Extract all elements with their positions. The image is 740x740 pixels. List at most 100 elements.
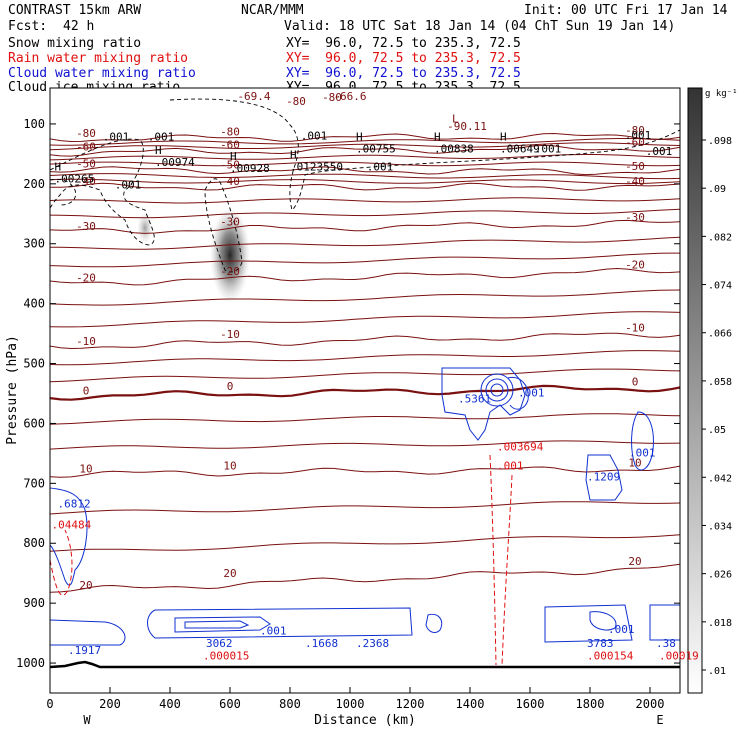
- isotherm-label: -60: [625, 136, 645, 149]
- rain-max-label: .000015: [203, 649, 249, 662]
- isotherm-label: -20: [625, 259, 645, 272]
- x-tick-label: 400: [159, 697, 181, 711]
- isotherm: [50, 534, 680, 552]
- cloud-water-max-label: .001: [518, 386, 545, 399]
- x-tick-label: 1000: [336, 697, 365, 711]
- colorbar-tick-label: .034: [708, 521, 732, 532]
- isotherm-label: 20: [628, 555, 641, 568]
- field-xy-rain: XY= 96.0, 72.5 to 235.3, 72.5: [286, 51, 521, 66]
- isotherm-label: -10: [76, 335, 96, 348]
- isotherm: [50, 311, 680, 328]
- x-tick-label: 1800: [576, 697, 605, 711]
- rain-max-label: .001: [497, 460, 524, 473]
- colorbar-tick-label: .098: [708, 136, 732, 147]
- colorbar-tick-label: .05: [708, 425, 726, 436]
- isotherm: [50, 161, 680, 167]
- isotherm: [50, 563, 680, 593]
- colorbar-tick-label: .09: [708, 184, 726, 195]
- field-xy-cloud-water: XY= 96.0, 72.5 to 235.3, 72.5: [286, 66, 521, 81]
- rain-max-label: .000154: [587, 649, 634, 662]
- ice-contour-core: [204, 178, 243, 273]
- x-axis-west-label: W: [83, 713, 91, 727]
- cloud-water-max-label: .1668: [305, 637, 338, 650]
- isotherm: [50, 368, 680, 383]
- y-tick-label: 600: [23, 416, 45, 430]
- isotherm-label: -80: [220, 125, 240, 138]
- rain-max-label: .04484: [52, 518, 92, 531]
- isotherm: [50, 267, 680, 286]
- isotherm: [50, 138, 680, 146]
- field-name-snow: Snow mixing ratio: [8, 36, 142, 51]
- x-axis: 0 200 400 600 800 1000 1200 1400 1600 1800 2000: [46, 687, 664, 711]
- cloud-water-max-label: .001: [608, 623, 635, 636]
- snow-max-label: .00928: [230, 162, 270, 175]
- isotherm-label: -60: [76, 141, 96, 154]
- upper-temp-label: -80: [286, 95, 306, 108]
- x-axis-label: Distance (km): [314, 713, 416, 728]
- center-label: NCAR/MMM: [241, 3, 304, 18]
- isotherm: [50, 178, 680, 185]
- isotherm-label: -30: [76, 220, 96, 233]
- colorbar-tick-label: .058: [708, 377, 732, 388]
- x-tick-label: 2000: [636, 697, 665, 711]
- isotherm: [50, 332, 680, 350]
- ice-contour-label: .001: [535, 143, 562, 156]
- isotherm-label: -50: [220, 159, 240, 172]
- isotherm: [50, 182, 680, 191]
- isotherm-label: 20: [223, 567, 236, 580]
- colorbar-tick-label: .066: [708, 329, 732, 340]
- snow-h-marker: H: [155, 144, 162, 157]
- y-tick-label: 100: [23, 117, 45, 131]
- rain-max-label: .00019: [659, 649, 699, 662]
- cloud-water-max-label: 3783: [587, 637, 614, 650]
- isotherm-label: -40: [220, 175, 240, 188]
- y-tick-label: 900: [23, 596, 45, 610]
- colorbar-tick-label: .01: [708, 666, 726, 677]
- upper-temp-label: -66.6: [333, 90, 366, 103]
- x-tick-label: 200: [99, 697, 121, 711]
- x-tick-label: 1400: [456, 697, 485, 711]
- isotherm: [50, 219, 680, 234]
- x-axis-east-label: E: [656, 713, 663, 727]
- x-tick-label: 1200: [396, 697, 425, 711]
- cloud-water-max-label: .5361: [458, 392, 491, 405]
- ice-contour-label: .001: [646, 145, 673, 158]
- snow-max-label: .00649: [500, 143, 540, 156]
- snow-h-marker: H: [230, 150, 237, 163]
- ice-contour-label: .001: [115, 179, 142, 192]
- isotherm-label: 10: [223, 459, 236, 472]
- cloud-water-max-label: .2368: [356, 637, 389, 650]
- isotherm-label: 20: [79, 579, 92, 592]
- ice-contour-label: .001: [367, 161, 394, 174]
- cloud-water-max-label: .38: [656, 637, 676, 650]
- isotherm: [50, 252, 680, 268]
- colorbar-tick-label: .074: [708, 281, 732, 292]
- init-time: Init: 00 UTC Fri 17 Jan 14: [524, 3, 728, 18]
- cloud-water-max-label: .001: [629, 446, 656, 459]
- isotherm-label: 10: [628, 456, 641, 469]
- terrain-line: [50, 660, 680, 669]
- colorbar-scale: [687, 87, 703, 694]
- plot-frame: [49, 87, 681, 694]
- isotherm-label: -20: [76, 271, 96, 284]
- isotherm: [50, 289, 680, 306]
- isotherm: [50, 440, 680, 450]
- isotherm-label: -30: [220, 215, 240, 228]
- isotherm: [50, 166, 680, 176]
- field-name-cloud-water: Cloud water mixing ratio: [8, 66, 196, 81]
- cloud-water-max-label: .1209: [587, 470, 620, 483]
- y-tick-label: 1000: [16, 656, 45, 670]
- colorbar: g kg⁻¹ .01 .018 .026 .034 .042 .05 .058 .066 .07…: [687, 87, 738, 694]
- isotherm: [50, 208, 680, 219]
- upper-temp-label: -80: [322, 91, 342, 104]
- y-tick-label: 200: [23, 177, 45, 191]
- y-tick-label: 700: [23, 476, 45, 490]
- y-tick-label: 300: [23, 237, 45, 251]
- x-tick-label: 0: [46, 697, 53, 711]
- cloud-water-contours: [50, 367, 680, 646]
- isotherm: [50, 236, 680, 250]
- x-tick-label: 600: [219, 697, 241, 711]
- rain-contours: [50, 454, 513, 666]
- isotherm-label: -80: [625, 124, 645, 137]
